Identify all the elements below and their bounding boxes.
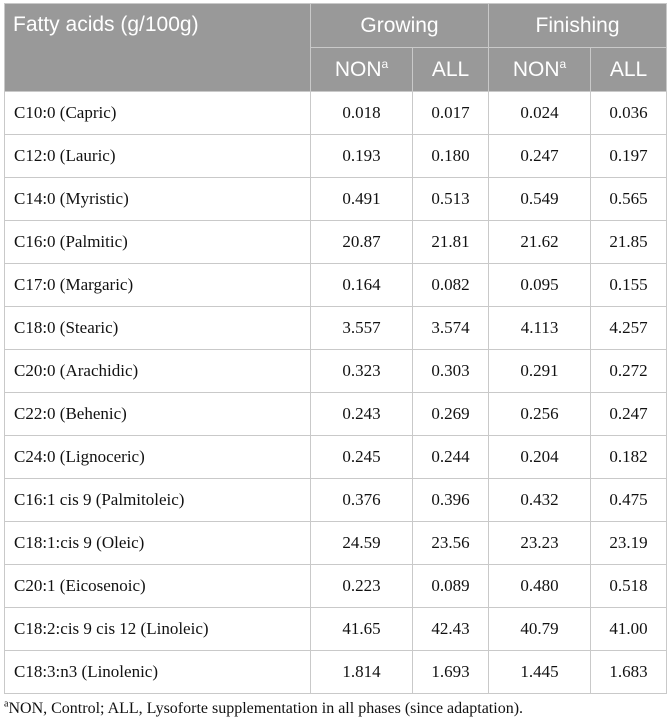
cell-value: 0.155 [590,263,668,307]
cell-value: 0.565 [590,177,668,221]
cell-value: 0.082 [411,263,490,307]
cell-value: 41.00 [590,607,668,651]
cell-value: 0.549 [488,177,592,221]
cell-value: 0.024 [488,91,592,135]
cell-value: 0.243 [310,392,413,436]
table-row: C18:3:n3 (Linolenic) 1.814 1.693 1.445 1.683 [4,650,668,694]
cell-value: 1.445 [488,650,592,694]
table-body: C10:0 (Capric) 0.018 0.017 0.024 0.036 C12:0 … [4,91,668,694]
table-row: C10:0 (Capric) 0.018 0.017 0.024 0.036 [4,91,668,135]
cell-value: 4.257 [590,306,668,350]
cell-value: 0.036 [590,91,668,135]
row-label: C14:0 (Myristic) [4,177,311,221]
table-row: C22:0 (Behenic) 0.243 0.269 0.256 0.247 [4,392,668,436]
header-growing-non: NONa [310,47,413,92]
header-group-finishing: Finishing [488,3,668,48]
cell-value: 0.432 [488,478,592,522]
cell-value: 3.557 [310,306,413,350]
cell-value: 0.095 [488,263,592,307]
cell-value: 0.182 [590,435,668,479]
cell-value: 0.376 [310,478,413,522]
cell-value: 23.19 [590,521,668,565]
cell-value: 20.87 [310,220,413,264]
cell-value: 0.303 [411,349,490,393]
cell-value: 0.513 [411,177,490,221]
cell-value: 42.43 [411,607,490,651]
table-row: C17:0 (Margaric) 0.164 0.082 0.095 0.155 [4,263,668,307]
cell-value: 0.323 [310,349,413,393]
cell-value: 0.475 [590,478,668,522]
cell-value: 0.247 [590,392,668,436]
table-row: C20:0 (Arachidic) 0.323 0.303 0.291 0.272 [4,349,668,393]
cell-value: 0.247 [488,134,592,178]
cell-value: 0.269 [411,392,490,436]
cell-value: 0.204 [488,435,592,479]
cell-value: 0.244 [411,435,490,479]
cell-value: 0.256 [488,392,592,436]
table-row: C18:1:cis 9 (Oleic) 24.59 23.56 23.23 23.19 [4,521,668,565]
cell-value: 0.223 [310,564,413,608]
table-row: C16:0 (Palmitic) 20.87 21.81 21.62 21.85 [4,220,668,264]
row-label: C24:0 (Lignoceric) [4,435,311,479]
cell-value: 41.65 [310,607,413,651]
table-row: C18:0 (Stearic) 3.557 3.574 4.113 4.257 [4,306,668,350]
table-row: C18:2:cis 9 cis 12 (Linoleic) 41.65 42.43 4… [4,607,668,651]
table-row: C14:0 (Myristic) 0.491 0.513 0.549 0.565 [4,177,668,221]
table-row: C20:1 (Eicosenoic) 0.223 0.089 0.480 0.518 [4,564,668,608]
row-label: C16:1 cis 9 (Palmitoleic) [4,478,311,522]
cell-value: 40.79 [488,607,592,651]
cell-value: 0.272 [590,349,668,393]
cell-value: 0.396 [411,478,490,522]
cell-value: 0.017 [411,91,490,135]
row-label: C16:0 (Palmitic) [4,220,311,264]
cell-value: 1.693 [411,650,490,694]
row-label: C18:0 (Stearic) [4,306,311,350]
cell-value: 3.574 [411,306,490,350]
footnote-text: NON, Control; ALL, Lysoforte supplementa… [8,700,524,717]
cell-value: 23.56 [411,521,490,565]
cell-value: 0.518 [590,564,668,608]
row-label: C20:0 (Arachidic) [4,349,311,393]
header-growing-all: ALL [411,47,490,92]
cell-value: 21.62 [488,220,592,264]
row-label: C18:1:cis 9 (Oleic) [4,521,311,565]
header-finishing-all: ALL [590,47,668,92]
table-row: C16:1 cis 9 (Palmitoleic) 0.376 0.396 0.432… [4,478,668,522]
cell-value: 0.089 [411,564,490,608]
header-fatty-acids: Fatty acids (g/100g) [4,3,311,92]
row-label: C18:2:cis 9 cis 12 (Linoleic) [4,607,311,651]
cell-value: 0.164 [310,263,413,307]
row-label: C10:0 (Capric) [4,91,311,135]
cell-value: 0.291 [488,349,592,393]
cell-value: 0.245 [310,435,413,479]
cell-value: 0.180 [411,134,490,178]
row-label: C20:1 (Eicosenoic) [4,564,311,608]
row-label: C17:0 (Margaric) [4,263,311,307]
cell-value: 0.193 [310,134,413,178]
header-group-growing: Growing [309,3,490,48]
cell-value: 4.113 [488,306,592,350]
row-label: C22:0 (Behenic) [4,392,311,436]
row-label: C18:3:n3 (Linolenic) [4,650,311,694]
fatty-acids-table: Fatty acids (g/100g) Growing Finishing N… [4,3,668,694]
cell-value: 0.480 [488,564,592,608]
row-label: C12:0 (Lauric) [4,134,311,178]
header-finishing-non: NONa [488,47,592,92]
footnote-marker: a [4,698,9,710]
cell-value: 21.85 [590,220,668,264]
cell-value: 0.018 [310,91,413,135]
cell-value: 1.683 [590,650,668,694]
cell-value: 0.197 [590,134,668,178]
cell-value: 24.59 [310,521,413,565]
cell-value: 0.491 [310,177,413,221]
cell-value: 21.81 [411,220,490,264]
table-row: C12:0 (Lauric) 0.193 0.180 0.247 0.197 [4,134,668,178]
cell-value: 1.814 [310,650,413,694]
cell-value: 23.23 [488,521,592,565]
table-row: C24:0 (Lignoceric) 0.245 0.244 0.204 0.182 [4,435,668,479]
table-footnote: aNON, Control; ALL, Lysoforte supplement… [4,698,666,718]
